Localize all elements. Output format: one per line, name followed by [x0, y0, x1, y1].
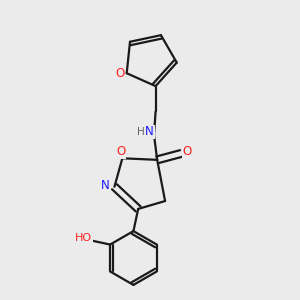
- Text: O: O: [116, 145, 125, 158]
- Text: H: H: [137, 127, 145, 137]
- Text: N: N: [145, 125, 154, 139]
- Text: N: N: [101, 179, 110, 192]
- Text: HO: HO: [75, 233, 92, 243]
- Text: O: O: [183, 146, 192, 158]
- Text: O: O: [115, 67, 124, 80]
